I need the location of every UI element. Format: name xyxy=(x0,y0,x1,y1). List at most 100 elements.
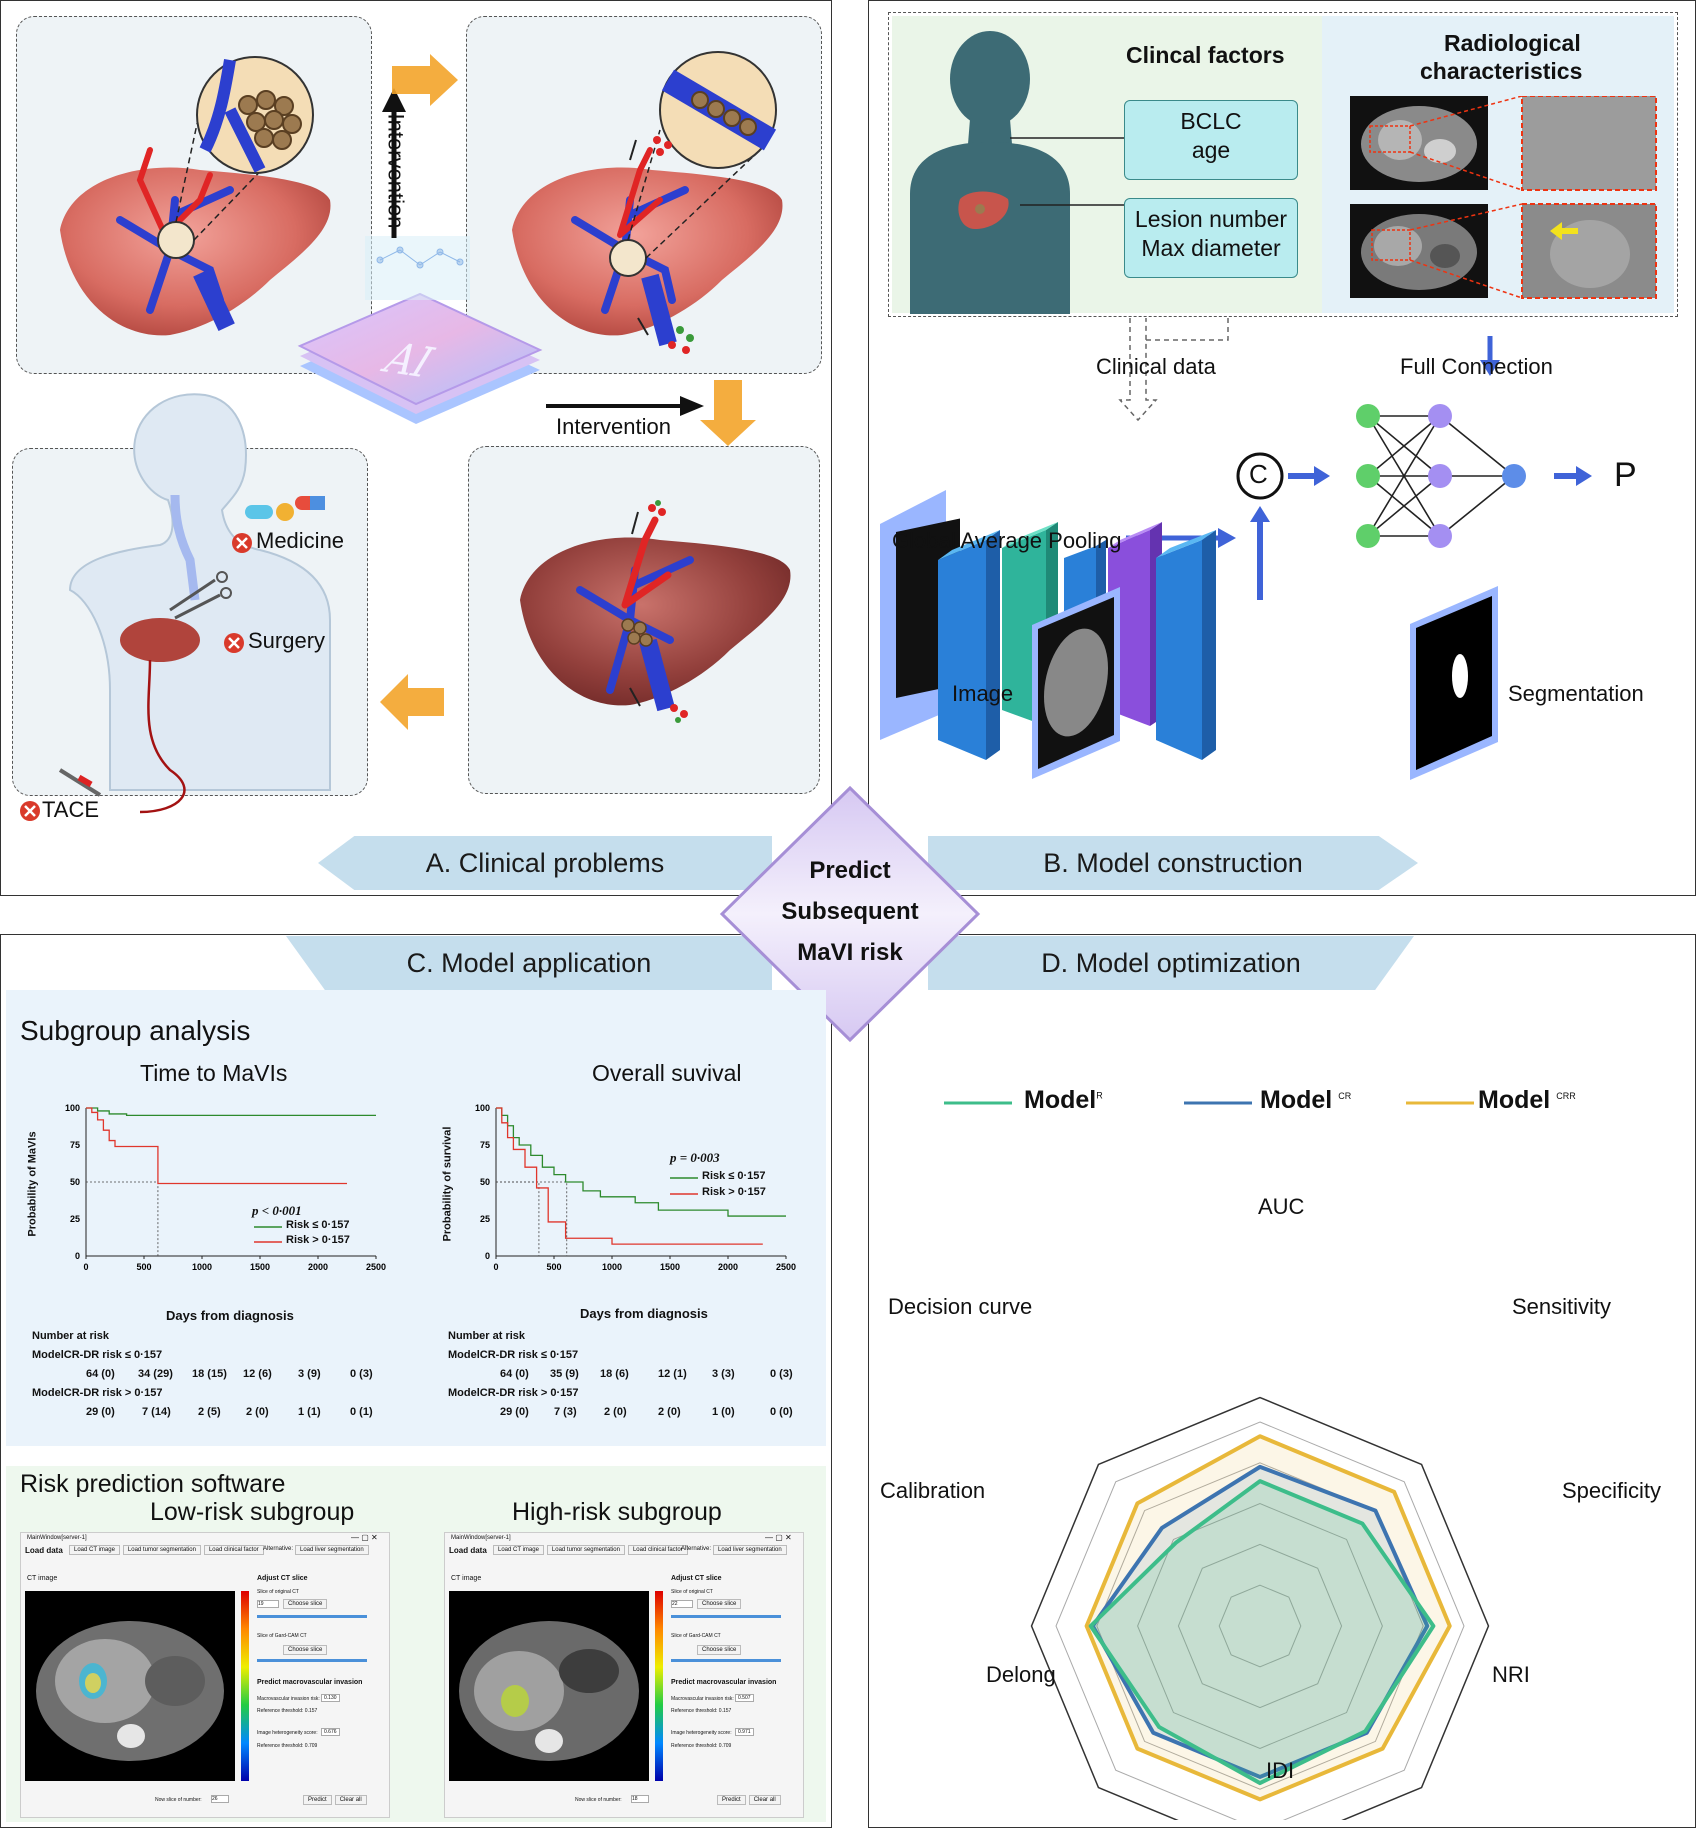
km2-legend-lines xyxy=(670,1177,698,1195)
center-text: Predict Subsequent MaVI risk xyxy=(766,850,934,973)
high-load-clinical-button[interactable]: Load clinical factor xyxy=(627,1545,688,1555)
km2-row1-4: 3 (3) xyxy=(712,1368,735,1380)
high-slider-2[interactable] xyxy=(671,1659,781,1662)
low-predict-button[interactable]: Predict xyxy=(303,1795,332,1805)
low-now-slice: Now slice of number: xyxy=(155,1797,202,1803)
legend-model-cr: Model CR xyxy=(1260,1086,1351,1115)
software-window-low: MainWindow[server-1] — ▢ ✕ Load data Loa… xyxy=(20,1532,390,1818)
band-c-label: C. Model application xyxy=(406,947,652,978)
low-colorbar xyxy=(241,1591,249,1781)
high-slider-1[interactable] xyxy=(671,1615,781,1618)
km1-ylabel: Probability of MaVIs xyxy=(26,1131,39,1237)
km-ytick: 100 xyxy=(475,1103,490,1113)
km-curve-high-risk xyxy=(496,1107,763,1245)
low-liver-wrap: Load liver segmentation xyxy=(295,1545,372,1555)
treatment-tace: TACE xyxy=(42,797,100,822)
liver-bottom-right xyxy=(520,500,791,723)
km2-row2-label: ModelCR-DR risk > 0·157 xyxy=(448,1387,579,1399)
high-clear-button[interactable]: Clear all xyxy=(748,1795,781,1805)
band-b-label: B. Model construction xyxy=(1043,847,1303,878)
km1-pvalue: p < 0·001 xyxy=(252,1203,302,1218)
model-diagram xyxy=(880,318,1592,760)
factor-bclc: BCLC xyxy=(1180,108,1242,134)
km-ytick: 0 xyxy=(75,1251,80,1261)
high-slice-val[interactable]: 22 xyxy=(671,1600,693,1608)
radar-chart xyxy=(1030,1396,1490,1820)
km-curve-low-risk xyxy=(86,1107,376,1117)
center-line-3: MaVI risk xyxy=(797,939,903,966)
legend-model-r-name: Model xyxy=(1024,1086,1097,1114)
radar-axis-idi: IDI xyxy=(1266,1758,1295,1783)
software-low-title: Low-risk subgroup xyxy=(150,1498,355,1526)
km-ytick: 100 xyxy=(65,1103,80,1113)
software-window-high: MainWindow[server-1] — ▢ ✕ Load data Loa… xyxy=(444,1532,804,1818)
radar-axis-nri: NRI xyxy=(1492,1662,1530,1687)
factors-dashed-box xyxy=(888,12,1678,317)
output-p: P xyxy=(1614,456,1637,494)
low-ct-label: CT image xyxy=(27,1575,58,1582)
high-predict-title: Predict macrovascular invasion xyxy=(671,1679,777,1686)
km1-row1-0: 64 (0) xyxy=(86,1368,115,1380)
red-x-icons xyxy=(20,533,252,821)
low-load-ct-button[interactable]: Load CT image xyxy=(69,1545,120,1555)
km-xtick: 1500 xyxy=(660,1262,680,1272)
km-xtick: 500 xyxy=(546,1262,561,1272)
liver-top-left xyxy=(60,56,331,336)
low-load-tumor-button[interactable]: Load tumor segmentation xyxy=(122,1545,201,1555)
high-choose-button-2[interactable]: Choose slice xyxy=(697,1645,742,1655)
low-choose-button[interactable]: Choose slice xyxy=(283,1599,328,1609)
legend-model-crr-sup: CRR xyxy=(1556,1090,1576,1101)
low-window-controls[interactable]: — ▢ ✕ xyxy=(351,1533,378,1542)
high-choose-wrap: Choose slice xyxy=(697,1599,744,1609)
body-silhouette xyxy=(58,393,331,814)
legend-model-r: ModelR xyxy=(1024,1086,1103,1115)
low-slice-val[interactable]: 19 xyxy=(257,1600,279,1608)
high-load-liver-button[interactable]: Load liver segmentation xyxy=(713,1545,787,1555)
km-ytick: 25 xyxy=(70,1214,80,1224)
radar-series-ModelR xyxy=(1088,1479,1436,1786)
km1-row1-2: 18 (15) xyxy=(192,1368,227,1380)
radar-legend: ModelR Model CR Model CRR xyxy=(944,1082,1664,1122)
km-ytick: 25 xyxy=(480,1214,490,1224)
factor-pointer-lines xyxy=(1010,137,1124,206)
high-hetero: 0.971 xyxy=(735,1728,754,1736)
band-b: B. Model construction xyxy=(928,836,1418,890)
km1-row1-5: 0 (3) xyxy=(350,1368,373,1380)
low-clear-button[interactable]: Clear all xyxy=(334,1795,367,1805)
km1-row2-1: 7 (14) xyxy=(142,1406,171,1418)
low-choose-button-2[interactable]: Choose slice xyxy=(283,1645,328,1655)
high-load-data: Load data xyxy=(449,1546,487,1555)
band-a: A. Clinical problems xyxy=(318,836,772,890)
radar-grid-ring-1 xyxy=(1177,1543,1343,1709)
km-ytick: 75 xyxy=(70,1140,80,1150)
low-slider-1[interactable] xyxy=(257,1615,367,1618)
clinical-data-label: Clinical data xyxy=(1096,354,1216,379)
high-window-controls[interactable]: — ▢ ✕ xyxy=(765,1533,792,1542)
km1-row2-3: 2 (0) xyxy=(246,1406,269,1418)
km-ytick: 0 xyxy=(485,1251,490,1261)
low-load-liver-button[interactable]: Load liver segmentation xyxy=(295,1545,369,1555)
band-c: C. Model application xyxy=(286,936,772,990)
radar-axis-decision-curve: Decision curve xyxy=(888,1294,1033,1319)
km1-row2-label: ModelCR-DR risk > 0·157 xyxy=(32,1387,163,1399)
high-ref2: Reference threshold: 0.709 xyxy=(671,1743,732,1749)
km2-xlabel: Days from diagnosis xyxy=(580,1306,708,1321)
low-predict-title: Predict macrovascular invasion xyxy=(257,1679,363,1686)
high-mavi-risk-label: Macrovascular invasion risk: xyxy=(671,1696,734,1702)
km2-title: Overall suvival xyxy=(592,1060,742,1086)
low-slider-2[interactable] xyxy=(257,1659,367,1662)
km2-row1-0: 64 (0) xyxy=(500,1368,529,1380)
high-predict-button[interactable]: Predict xyxy=(717,1795,746,1805)
km-xtick: 2000 xyxy=(718,1262,738,1272)
low-load-data: Load data xyxy=(25,1546,63,1555)
low-load-clinical-button[interactable]: Load clinical factor xyxy=(203,1545,264,1555)
high-load-tumor-button[interactable]: Load tumor segmentation xyxy=(546,1545,625,1555)
treatment-medicine: Medicine xyxy=(256,528,345,553)
liver-top-right xyxy=(512,51,783,354)
km2-row1-3: 12 (1) xyxy=(658,1368,687,1380)
km1-row1-4: 3 (9) xyxy=(298,1368,321,1380)
high-ct-label: CT image xyxy=(451,1575,482,1582)
high-load-ct-button[interactable]: Load CT image xyxy=(493,1545,544,1555)
high-choose-button[interactable]: Choose slice xyxy=(697,1599,742,1609)
km2-pvalue: p = 0·003 xyxy=(670,1150,720,1165)
